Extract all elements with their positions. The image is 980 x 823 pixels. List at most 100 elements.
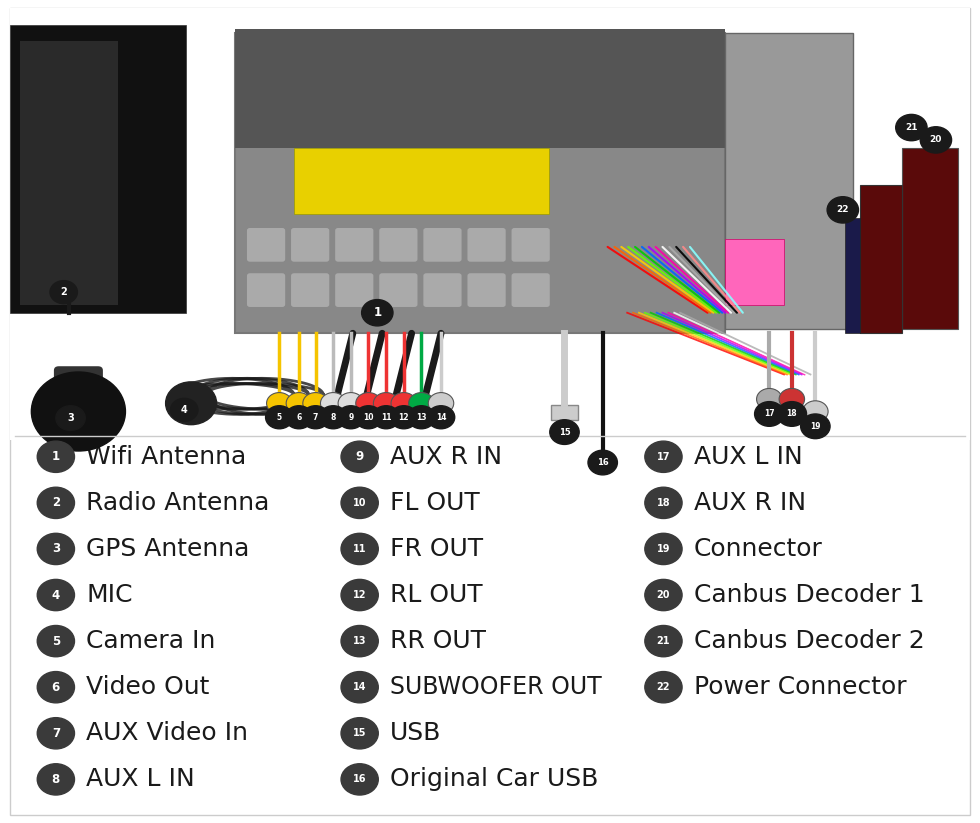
Circle shape bbox=[755, 402, 784, 426]
Text: Radio Antenna: Radio Antenna bbox=[86, 491, 270, 515]
FancyBboxPatch shape bbox=[335, 273, 373, 307]
Text: 5: 5 bbox=[52, 635, 60, 648]
Text: 6: 6 bbox=[296, 413, 302, 421]
Text: 21: 21 bbox=[906, 123, 917, 132]
FancyBboxPatch shape bbox=[467, 273, 506, 307]
FancyBboxPatch shape bbox=[10, 8, 970, 440]
Circle shape bbox=[550, 420, 579, 444]
FancyBboxPatch shape bbox=[291, 228, 329, 262]
Circle shape bbox=[337, 406, 365, 429]
FancyBboxPatch shape bbox=[10, 25, 186, 313]
Text: Power Connector: Power Connector bbox=[694, 675, 906, 700]
Circle shape bbox=[31, 372, 125, 451]
Circle shape bbox=[588, 450, 617, 475]
Text: 8: 8 bbox=[330, 413, 336, 421]
Text: 2: 2 bbox=[52, 496, 60, 509]
Text: 1: 1 bbox=[52, 450, 60, 463]
FancyBboxPatch shape bbox=[247, 228, 285, 262]
Circle shape bbox=[896, 114, 927, 141]
Circle shape bbox=[801, 414, 830, 439]
Text: 1: 1 bbox=[373, 306, 381, 319]
FancyBboxPatch shape bbox=[725, 239, 784, 305]
FancyBboxPatch shape bbox=[379, 228, 417, 262]
Text: RR OUT: RR OUT bbox=[390, 629, 486, 653]
Circle shape bbox=[408, 406, 435, 429]
FancyBboxPatch shape bbox=[20, 41, 118, 305]
Text: USB: USB bbox=[390, 721, 441, 746]
Circle shape bbox=[37, 487, 74, 518]
Text: 15: 15 bbox=[559, 428, 570, 436]
Circle shape bbox=[341, 441, 378, 472]
Circle shape bbox=[341, 625, 378, 657]
Text: 17: 17 bbox=[764, 410, 774, 418]
Text: AUX L IN: AUX L IN bbox=[694, 444, 803, 469]
Text: 21: 21 bbox=[657, 636, 670, 646]
FancyBboxPatch shape bbox=[423, 228, 462, 262]
FancyBboxPatch shape bbox=[247, 273, 285, 307]
Circle shape bbox=[37, 764, 74, 795]
Text: 19: 19 bbox=[810, 422, 820, 430]
Text: 11: 11 bbox=[381, 413, 391, 421]
FancyBboxPatch shape bbox=[551, 405, 578, 420]
Circle shape bbox=[645, 579, 682, 611]
Circle shape bbox=[341, 579, 378, 611]
Circle shape bbox=[37, 533, 74, 565]
Text: Canbus Decoder 1: Canbus Decoder 1 bbox=[694, 583, 924, 607]
Text: 12: 12 bbox=[353, 590, 367, 600]
Text: 5: 5 bbox=[276, 413, 282, 421]
FancyBboxPatch shape bbox=[467, 228, 506, 262]
Circle shape bbox=[390, 406, 417, 429]
Text: 3: 3 bbox=[52, 542, 60, 556]
Circle shape bbox=[827, 197, 858, 223]
Text: 14: 14 bbox=[436, 413, 446, 421]
Text: AUX R IN: AUX R IN bbox=[694, 491, 806, 515]
Circle shape bbox=[645, 625, 682, 657]
Text: 11: 11 bbox=[353, 544, 367, 554]
Text: 8: 8 bbox=[52, 773, 60, 786]
FancyBboxPatch shape bbox=[725, 33, 853, 329]
Text: 12: 12 bbox=[399, 413, 409, 421]
Circle shape bbox=[373, 393, 399, 414]
Text: Video Out: Video Out bbox=[86, 675, 210, 700]
Circle shape bbox=[391, 393, 416, 414]
Text: GPS Antenna: GPS Antenna bbox=[86, 537, 250, 561]
FancyBboxPatch shape bbox=[512, 228, 550, 262]
Text: 20: 20 bbox=[657, 590, 670, 600]
Circle shape bbox=[409, 393, 434, 414]
Text: 16: 16 bbox=[597, 458, 609, 467]
Text: 10: 10 bbox=[364, 413, 373, 421]
Text: 19: 19 bbox=[657, 544, 670, 554]
Circle shape bbox=[341, 533, 378, 565]
Circle shape bbox=[777, 402, 807, 426]
Circle shape bbox=[645, 533, 682, 565]
Text: FR OUT: FR OUT bbox=[390, 537, 483, 561]
Text: 18: 18 bbox=[787, 410, 797, 418]
Text: 13: 13 bbox=[416, 413, 426, 421]
Circle shape bbox=[286, 393, 312, 414]
Circle shape bbox=[171, 398, 198, 421]
Circle shape bbox=[37, 672, 74, 703]
Circle shape bbox=[645, 441, 682, 472]
Circle shape bbox=[37, 441, 74, 472]
Circle shape bbox=[341, 487, 378, 518]
Text: SUBWOOFER OUT: SUBWOOFER OUT bbox=[390, 675, 602, 700]
FancyBboxPatch shape bbox=[902, 148, 958, 329]
Circle shape bbox=[285, 406, 313, 429]
Circle shape bbox=[303, 393, 328, 414]
Circle shape bbox=[37, 579, 74, 611]
Text: 10: 10 bbox=[353, 498, 367, 508]
Circle shape bbox=[267, 393, 292, 414]
Text: 22: 22 bbox=[657, 682, 670, 692]
Text: 16: 16 bbox=[353, 774, 367, 784]
Text: RL OUT: RL OUT bbox=[390, 583, 483, 607]
Text: Canbus Decoder 2: Canbus Decoder 2 bbox=[694, 629, 924, 653]
FancyBboxPatch shape bbox=[235, 33, 725, 333]
Text: 7: 7 bbox=[52, 727, 60, 740]
FancyBboxPatch shape bbox=[860, 185, 902, 333]
Text: Camera In: Camera In bbox=[86, 629, 216, 653]
Circle shape bbox=[372, 406, 400, 429]
Circle shape bbox=[341, 764, 378, 795]
Circle shape bbox=[341, 718, 378, 749]
Text: 22: 22 bbox=[837, 206, 849, 214]
Text: 14: 14 bbox=[353, 682, 367, 692]
